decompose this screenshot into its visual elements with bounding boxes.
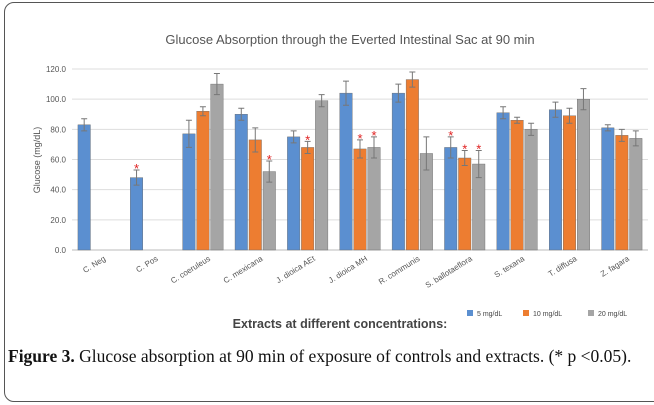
error-bar (409, 71, 416, 88)
error-bar (81, 118, 88, 132)
caption-label: Figure 3. (8, 346, 75, 366)
x-tick-label: J. dioica AEt (275, 254, 318, 285)
y-tick-label: 100.0 (46, 95, 67, 104)
error-bar (447, 136, 454, 159)
bar (182, 133, 196, 251)
error-bar (552, 101, 559, 118)
x-tick-label: J. dioica MH (327, 254, 369, 285)
legend-swatch (588, 310, 594, 316)
bar (315, 100, 329, 251)
bar (577, 98, 590, 251)
error-bar (290, 130, 297, 144)
error-bar (213, 73, 220, 96)
error-bar (318, 94, 325, 108)
caption-text: Glucose absorption at 90 min of exposure… (74, 346, 632, 366)
significance-star: * (267, 152, 272, 167)
significance-star: * (134, 161, 139, 176)
error-bar (423, 136, 430, 171)
bar (458, 157, 472, 251)
error-bar (566, 107, 573, 124)
significance-star: * (462, 141, 467, 156)
significance-star: * (476, 141, 481, 156)
x-tick-label: C. Pos (134, 254, 159, 274)
error-bar (475, 149, 482, 179)
y-tick-label: 40.0 (50, 186, 66, 195)
y-axis-title: Glucose (mg/dL) (32, 127, 42, 194)
bar (615, 135, 629, 251)
y-tick-label: 80.0 (50, 125, 66, 134)
error-bar (343, 80, 349, 106)
chart: Glucose Absorption through the Everted I… (32, 32, 648, 331)
bar (130, 177, 143, 251)
bar (601, 127, 615, 251)
legend-label: 5 mg/dL (477, 311, 502, 318)
bar (367, 147, 381, 251)
bar (524, 129, 538, 251)
y-tick-label: 120.0 (46, 65, 67, 74)
x-tick-label: C. Neg (81, 254, 107, 275)
error-bar (604, 124, 611, 132)
bar (262, 171, 276, 251)
error-bar (395, 83, 402, 103)
x-tick-label: Z. fagara (599, 254, 631, 279)
significance-star: * (371, 128, 376, 143)
significance-star: * (357, 131, 362, 146)
error-bar (357, 139, 363, 159)
error-bar (252, 127, 259, 153)
x-tick-label: R. communis (377, 254, 421, 286)
error-bar (199, 106, 206, 117)
bar (234, 114, 248, 251)
x-axis-title: Extracts at different concentrations: (233, 317, 448, 331)
error-bar (238, 107, 245, 121)
bar (301, 147, 315, 251)
legend-label: 20 mg/dL (598, 311, 627, 318)
y-tick-label: 60.0 (50, 156, 66, 165)
bar (196, 111, 210, 251)
bar (287, 136, 301, 251)
error-bar (514, 116, 521, 124)
legend-label: 10 mg/dL (533, 311, 562, 318)
bar (444, 147, 458, 251)
bar (210, 83, 224, 251)
bar (391, 92, 405, 251)
x-tick-label: C. coeruleus (169, 254, 212, 285)
error-bar (371, 136, 377, 159)
bar (405, 79, 419, 251)
error-bar (580, 88, 587, 111)
bar (629, 138, 643, 251)
error-bar (133, 169, 140, 186)
error-bar (528, 122, 535, 136)
legend-swatch (523, 310, 529, 316)
error-bar (304, 140, 311, 154)
bar (248, 139, 262, 251)
figure-frame (4, 2, 654, 402)
significance-star: * (448, 128, 453, 143)
bar (496, 112, 510, 251)
legend-swatch (467, 310, 473, 316)
significance-star: * (305, 132, 310, 147)
x-tick-label: S. ballotaeflora (424, 254, 474, 290)
chart-title: Glucose Absorption through the Everted I… (165, 32, 534, 47)
error-bar (500, 106, 507, 120)
error-bar (618, 128, 625, 142)
bar (339, 92, 353, 251)
error-bar (185, 119, 192, 148)
y-tick-label: 0.0 (55, 246, 67, 255)
bar (77, 124, 91, 251)
x-tick-label: C. mexicana (222, 254, 265, 285)
error-bar (461, 149, 468, 167)
error-bar (632, 130, 639, 147)
x-tick-label: T. diffusa (547, 254, 579, 279)
bar (353, 148, 367, 251)
y-tick-label: 20.0 (50, 216, 66, 225)
caption: Figure 3. Glucose absorption at 90 min o… (8, 343, 652, 369)
bar (510, 120, 524, 251)
bar (563, 115, 576, 251)
bar (549, 109, 562, 251)
x-tick-label: S. texana (493, 254, 527, 280)
error-bar (266, 160, 273, 183)
